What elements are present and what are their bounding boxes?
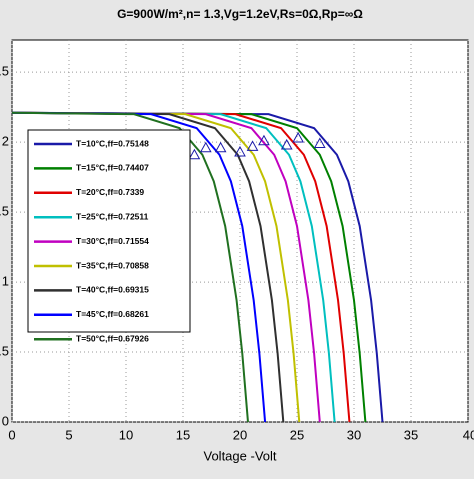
x-tick-label: 0	[8, 427, 15, 442]
mpp-marker	[246, 140, 259, 151]
series-line	[11, 111, 267, 423]
legend-box	[27, 129, 191, 333]
x-tick-label: 10	[119, 427, 133, 442]
mpp-marker	[199, 141, 212, 153]
legend-label: T=25°C,ff=0.72511	[76, 211, 149, 221]
legend-label: T=35°C,ff=0.70858	[76, 260, 149, 270]
x-tick-label: 15	[176, 427, 190, 442]
y-tick-label: 1.5	[0, 204, 9, 219]
x-tick-label: 35	[404, 427, 418, 442]
x-tick-label: 20	[233, 427, 247, 442]
legend-label: T=40°C,ff=0.69315	[76, 285, 149, 295]
series-line	[11, 111, 384, 423]
legend-label: T=15°C,ff=0.74407	[76, 163, 149, 173]
legend-label: T=10°C,ff=0.75148	[76, 138, 149, 148]
mpp-marker	[280, 138, 293, 150]
series-line	[11, 111, 336, 423]
series-line	[11, 111, 285, 423]
series-line	[11, 111, 351, 423]
y-tick-label: 0	[2, 413, 9, 428]
y-tick-label: 2	[2, 134, 9, 149]
series-line	[11, 111, 367, 423]
mpp-marker	[258, 134, 270, 146]
mpp-marker	[188, 148, 201, 160]
series-line	[11, 111, 301, 423]
legend-label: T=45°C,ff=0.68261	[76, 309, 149, 319]
x-tick-label: 30	[347, 427, 361, 442]
y-tick-label: 1	[2, 274, 9, 289]
x-tick-label: 25	[290, 427, 304, 442]
chart-title: G=900W/m²,n= 1.3,Vg=1.2eV,Rs=0Ω,Rp=∞Ω	[117, 7, 363, 21]
x-tick-label: 40	[463, 427, 474, 442]
legend-label: T=20°C,ff=0.7339	[76, 187, 144, 197]
mpp-marker	[313, 137, 326, 149]
y-tick-label: 0.5	[0, 343, 9, 358]
legend-label: T=50°C,ff=0.67926	[76, 333, 149, 343]
mpp-marker	[292, 131, 304, 143]
series-line	[11, 111, 321, 423]
x-tick-label: 5	[65, 427, 72, 442]
x-axis-label: Voltage -Volt	[204, 448, 277, 463]
series-line	[11, 111, 249, 423]
y-tick-label: 2.5	[0, 64, 9, 79]
legend-label: T=30°C,ff=0.71554	[76, 236, 149, 246]
mpp-marker	[234, 145, 246, 157]
mpp-marker	[214, 141, 227, 153]
